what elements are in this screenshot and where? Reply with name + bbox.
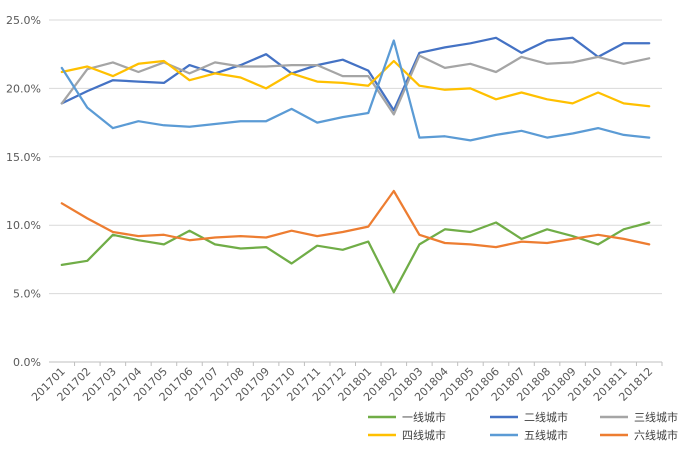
- y-tick-label: 15.0%: [6, 151, 41, 164]
- x-axis-ticks: 2017012017022017032017042017052017062017…: [29, 362, 663, 404]
- y-axis-ticks: 0.0% 5.0% 10.0% 15.0% 20.0% 25.0%: [6, 14, 41, 369]
- series-line: [60, 221, 651, 294]
- y-tick-label: 20.0%: [6, 82, 41, 95]
- y-tick-label: 5.0%: [13, 288, 41, 301]
- series-line: [60, 59, 651, 108]
- legend-label: 四线城市: [402, 428, 446, 442]
- series-line: [60, 39, 651, 142]
- legend-label: 五线城市: [524, 428, 568, 442]
- series-line: [60, 54, 651, 116]
- legend-label: 一线城市: [402, 410, 446, 424]
- series-line: [60, 189, 651, 249]
- legend-label: 三线城市: [634, 410, 678, 424]
- legend-label: 六线城市: [634, 428, 678, 442]
- y-tick-label: 10.0%: [6, 219, 41, 232]
- series-lines: [60, 36, 651, 294]
- y-tick-label: 0.0%: [13, 356, 41, 369]
- y-tick-label: 25.0%: [6, 14, 41, 27]
- series-line: [60, 36, 651, 112]
- legend-label: 二线城市: [524, 410, 568, 424]
